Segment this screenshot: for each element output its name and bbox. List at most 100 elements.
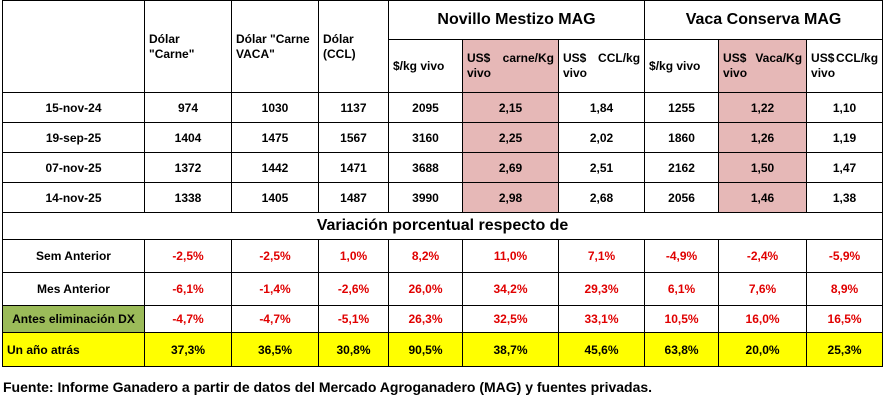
- cell: 1030: [231, 92, 319, 123]
- cell: 1,50: [718, 152, 808, 183]
- cell: 3688: [388, 152, 463, 183]
- row-date: 19-sep-25: [2, 122, 145, 153]
- header-novillo: Novillo Mestizo MAG: [387, 0, 646, 40]
- cell: 25,3%: [806, 332, 884, 367]
- header-dolar-vaca: Dólar "Carne VACA": [231, 0, 319, 93]
- cell: -2,5%: [144, 239, 232, 273]
- cell: 2,02: [557, 122, 646, 153]
- variation-title: Variación porcentual respecto de: [1, 212, 884, 240]
- cell: 1338: [144, 182, 232, 213]
- cell: 36,5%: [231, 332, 319, 367]
- cell: 974: [144, 92, 232, 123]
- cell: 3990: [388, 182, 463, 213]
- header-novillo-usd-ccl: US$ CCL/kg vivo: [557, 39, 646, 93]
- cell: 37,3%: [144, 332, 232, 367]
- cell: 2,69: [462, 152, 559, 183]
- cell: 33,1%: [557, 305, 646, 333]
- cell: -2,5%: [231, 239, 319, 273]
- variation-row: Un año atrás 37,3% 36,5% 30,8% 90,5% 38,…: [2, 332, 884, 367]
- header-vaca-kg-vivo: $/kg vivo: [644, 39, 720, 93]
- cell: 1,22: [718, 92, 808, 123]
- header-vaca-usd-ccl: US$ CCL/kg vivo: [806, 39, 884, 93]
- price-table: Dólar "Carne" Dólar "Carne VACA" Dólar (…: [1, 0, 884, 367]
- cell: 6,1%: [644, 272, 720, 306]
- header-vaca: Vaca Conserva MAG: [644, 0, 884, 40]
- cell: 1,0%: [318, 239, 389, 273]
- header-row-2: $/kg vivo US$ carne/Kg vivo US$ CCL/kg viv…: [3, 39, 884, 93]
- cell: 1442: [231, 152, 319, 183]
- cell: 3160: [388, 122, 463, 153]
- cell: 1475: [231, 122, 319, 153]
- header-dolar-carne: Dólar "Carne": [144, 0, 232, 93]
- cell: 1404: [144, 122, 232, 153]
- cell: 2,15: [462, 92, 559, 123]
- table-row: 14-nov-25 1338 1405 1487 3990 2,98 2,68 …: [2, 182, 884, 213]
- cell: 8,9%: [806, 272, 884, 306]
- header-dolar-ccl: Dólar (CCL): [318, 0, 389, 93]
- cell: 2,98: [462, 182, 559, 213]
- row-date: 14-nov-25: [2, 182, 145, 213]
- cell: 2,51: [557, 152, 646, 183]
- cell: 1,26: [718, 122, 808, 153]
- cell: -2,6%: [318, 272, 389, 306]
- cell: 1,47: [806, 152, 884, 183]
- cell: 32,5%: [462, 305, 559, 333]
- cell: 1,84: [557, 92, 646, 123]
- cell: 7,6%: [718, 272, 808, 306]
- header-novillo-kg-vivo: $/kg vivo: [388, 39, 463, 93]
- cell: 2162: [644, 152, 720, 183]
- header-novillo-usd-carne: US$ carne/Kg vivo: [462, 39, 559, 93]
- variation-row: Antes eliminación DX -4,7% -4,7% -5,1% 2…: [2, 305, 884, 333]
- cell: 10,5%: [644, 305, 720, 333]
- cell: 34,2%: [462, 272, 559, 306]
- cell: 63,8%: [644, 332, 720, 367]
- header-row-1: Dólar "Carne" Dólar "Carne VACA" Dólar (…: [2, 0, 884, 93]
- cell: 90,5%: [388, 332, 463, 367]
- cell: 1,10: [806, 92, 884, 123]
- cell: 2095: [388, 92, 463, 123]
- row-date: 15-nov-24: [2, 92, 145, 123]
- cell: 1567: [318, 122, 389, 153]
- cell: -1,4%: [231, 272, 319, 306]
- cell: 1137: [318, 92, 389, 123]
- cell: 1405: [231, 182, 319, 213]
- variation-label: Mes Anterior: [2, 272, 145, 306]
- cell: 16,0%: [718, 305, 808, 333]
- row-date: 07-nov-25: [2, 152, 145, 183]
- cell: 1255: [644, 92, 720, 123]
- cell: 26,0%: [388, 272, 463, 306]
- variation-row: Sem Anterior -2,5% -2,5% 1,0% 8,2% 11,0%…: [2, 239, 884, 273]
- cell: 2,25: [462, 122, 559, 153]
- cell: 29,3%: [557, 272, 646, 306]
- cell: 1471: [318, 152, 389, 183]
- header-vaca-usd-vaca: US$ Vaca/Kg vivo: [718, 39, 808, 93]
- cell: 2,68: [557, 182, 646, 213]
- cell: 8,2%: [388, 239, 463, 273]
- variation-title-row: Variación porcentual respecto de: [1, 212, 884, 240]
- cell: -6,1%: [144, 272, 232, 306]
- cell: -5,1%: [318, 305, 389, 333]
- table-row: 15-nov-24 974 1030 1137 2095 2,15 1,84 1…: [2, 92, 884, 123]
- variation-row: Mes Anterior -6,1% -1,4% -2,6% 26,0% 34,…: [2, 272, 884, 306]
- cell: 1487: [318, 182, 389, 213]
- variation-label: Antes eliminación DX: [2, 305, 145, 333]
- cell: 11,0%: [462, 239, 559, 273]
- cell: 1372: [144, 152, 232, 183]
- cell: 7,1%: [557, 239, 646, 273]
- cell: 45,6%: [557, 332, 646, 367]
- variation-label: Un año atrás: [2, 332, 145, 367]
- cell: 26,3%: [388, 305, 463, 333]
- table-row: 19-sep-25 1404 1475 1567 3160 2,25 2,02 …: [2, 122, 884, 153]
- cell: 20,0%: [718, 332, 808, 367]
- cell: -5,9%: [806, 239, 884, 273]
- source-note: Fuente: Informe Ganadero a partir de dat…: [3, 379, 653, 395]
- cell: 16,5%: [806, 305, 884, 333]
- cell: -4,9%: [644, 239, 720, 273]
- header-corner: [2, 0, 145, 93]
- cell: 2056: [644, 182, 720, 213]
- table-row: 07-nov-25 1372 1442 1471 3688 2,69 2,51 …: [2, 152, 884, 183]
- cell: 1,38: [806, 182, 884, 213]
- cell: -4,7%: [144, 305, 232, 333]
- cell: 1,19: [806, 122, 884, 153]
- cell: 1,46: [718, 182, 808, 213]
